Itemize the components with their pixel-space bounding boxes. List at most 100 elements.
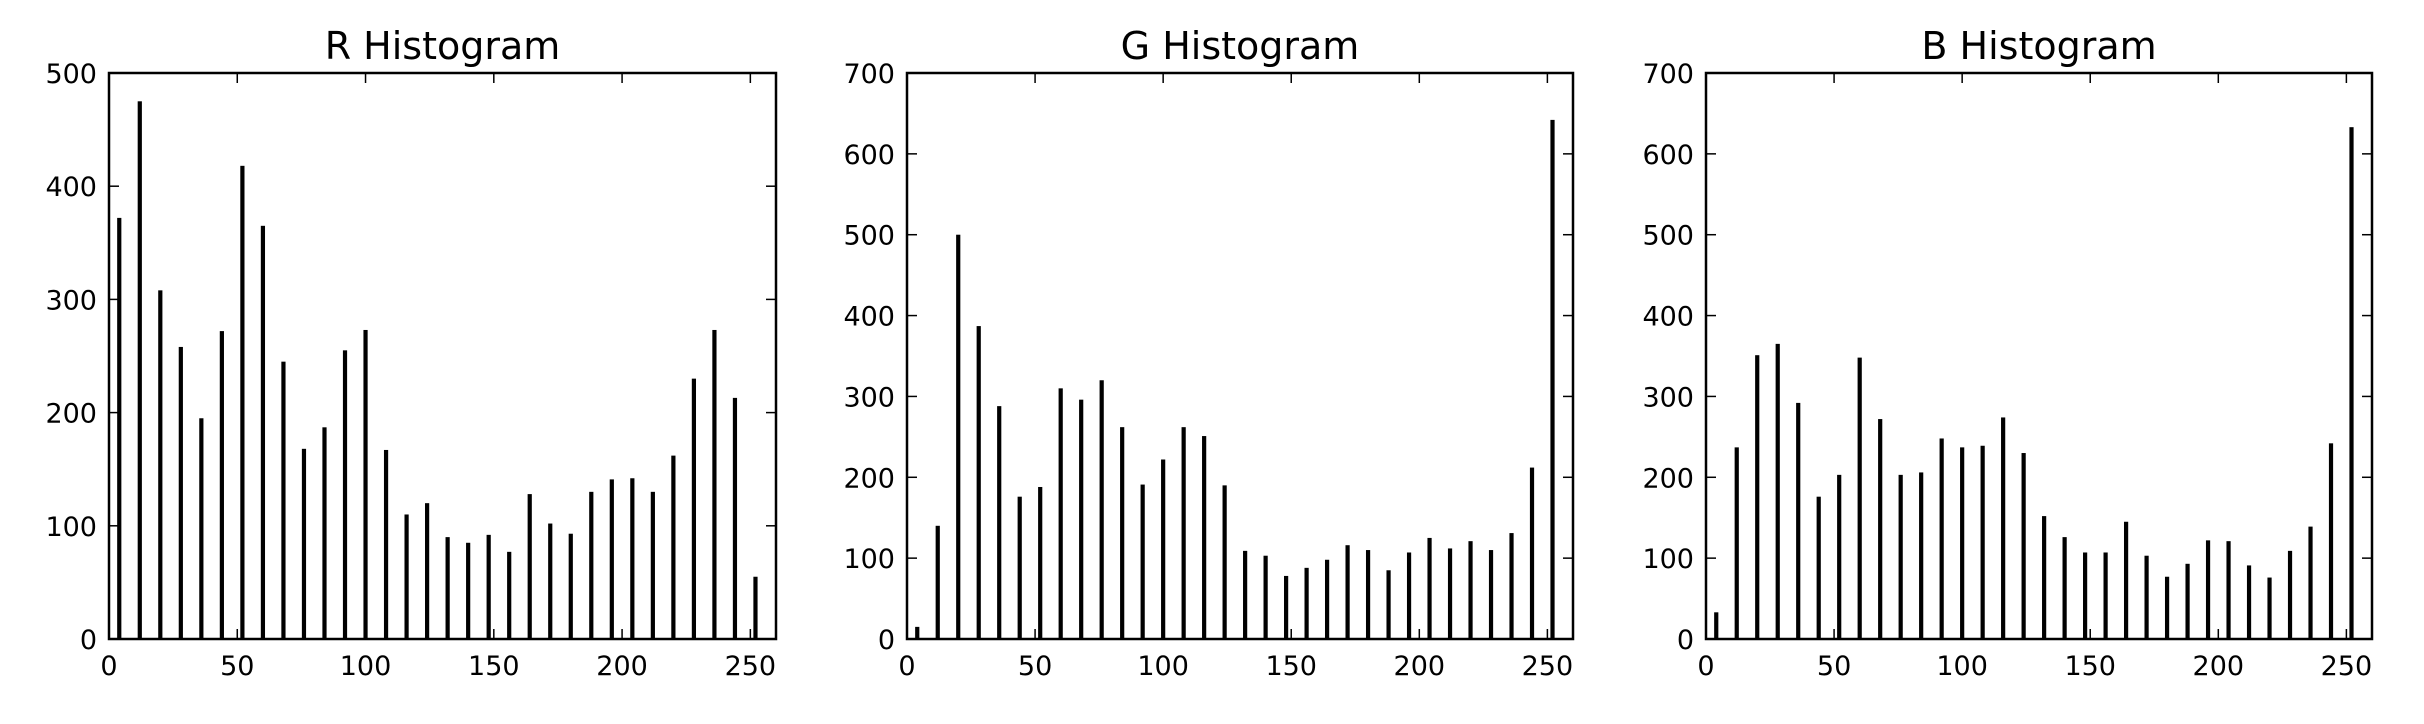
histogram-bar: [445, 537, 450, 639]
histogram-bar: [137, 101, 142, 640]
histogram-bar: [671, 455, 676, 639]
histogram-bar: [1857, 357, 1862, 639]
histogram-bar: [2144, 555, 2149, 639]
histogram-bar: [1960, 447, 1965, 639]
x-tick-label: 100: [1936, 651, 1988, 682]
histogram-bar: [630, 478, 635, 639]
x-tick-label: 200: [2193, 651, 2245, 682]
histogram-bar: [1263, 555, 1268, 639]
histogram-bar: [1898, 474, 1903, 639]
histogram-bar: [363, 329, 368, 639]
histogram-bar: [1038, 486, 1043, 639]
histogram-bar: [1386, 570, 1391, 639]
histogram-bar: [2164, 576, 2170, 639]
histogram-bar: [1980, 445, 1985, 639]
y-tick-label: 0: [80, 625, 97, 656]
x-tick-label: 0: [898, 651, 915, 682]
histogram-bar: [2349, 127, 2354, 639]
histogram-bar: [199, 418, 204, 639]
histogram-bar: [2246, 565, 2252, 639]
histogram-bar: [568, 533, 573, 639]
histogram-bar: [301, 448, 307, 639]
histogram-bar: [1529, 467, 1535, 639]
histogram-bar: [1796, 402, 1801, 639]
histogram-bar: [1345, 545, 1350, 639]
y-tick-label: 200: [843, 463, 895, 494]
histogram-panel-2: B Histogram 0 50 100 150 200 250 0 100 200 300 400 5…: [1642, 24, 2374, 682]
histogram-bar: [548, 523, 553, 639]
y-tick-label: 600: [1642, 140, 1694, 171]
x-tick-label: 250: [2321, 651, 2373, 682]
histogram-bar: [158, 290, 163, 639]
histogram-bar: [650, 491, 655, 639]
histogram-bar: [1919, 472, 1924, 639]
x-tick-label: 50: [220, 651, 254, 682]
histogram-bar: [507, 551, 512, 639]
histogram-bar: [1755, 355, 1760, 639]
y-tick-label: 200: [1642, 463, 1694, 494]
y-tick-label: 300: [45, 285, 97, 316]
histogram-bar: [2021, 453, 2026, 639]
histogram-bar: [935, 525, 940, 639]
y-tick-label: 700: [843, 59, 895, 90]
histogram-bar: [1222, 485, 1227, 639]
histogram-bar: [1427, 537, 1432, 639]
histogram-bar: [915, 626, 920, 639]
histogram-bar: [404, 514, 409, 639]
histogram-bar: [1120, 427, 1125, 639]
histogram-bar: [425, 503, 430, 639]
histogram-bar: [466, 542, 471, 639]
histogram-bar: [976, 326, 981, 639]
y-tick-label: 100: [1642, 544, 1694, 575]
y-tick-label: 200: [45, 399, 97, 430]
x-tick-label: 50: [1817, 651, 1851, 682]
histogram-bar: [1243, 550, 1248, 639]
histogram-bar: [2042, 516, 2047, 639]
y-tick-label: 500: [843, 221, 895, 252]
histogram-bar: [1734, 447, 1739, 639]
histogram-bar: [1304, 567, 1309, 639]
histogram-bar: [609, 479, 614, 639]
histogram-bar: [1406, 552, 1412, 639]
y-tick-label: 300: [843, 382, 895, 413]
histogram-bar: [1099, 380, 1104, 639]
histogram-bar: [260, 225, 266, 639]
y-tick-label: 100: [843, 544, 895, 575]
histogram-bar: [2083, 552, 2088, 639]
histogram-bar: [1550, 119, 1555, 639]
histogram-bar: [2205, 540, 2211, 639]
histogram-bar: [732, 397, 738, 639]
histogram-bar: [2062, 537, 2067, 639]
histogram-bar: [1017, 496, 1022, 639]
histogram-bar: [1202, 436, 1207, 639]
histogram-panel-0: R Histogram 0 50 100 150 200 250 0 100 200 300 400 5…: [45, 24, 778, 682]
chart-title: B Histogram: [1921, 24, 2156, 68]
histogram-bar: [2308, 526, 2313, 639]
histogram-bar: [1509, 533, 1514, 639]
y-tick-label: 700: [1642, 59, 1694, 90]
x-tick-label: 250: [725, 651, 777, 682]
chart-title: R Histogram: [325, 24, 561, 68]
histogram-bar: [691, 378, 697, 639]
histogram-bar: [1939, 438, 1944, 639]
x-tick-label: 200: [1394, 651, 1446, 682]
histogram-bar: [1878, 419, 1883, 639]
histogram-bar: [956, 234, 961, 639]
histogram-bar: [281, 361, 286, 639]
histogram-bar: [219, 331, 224, 639]
histogram-bar: [2103, 552, 2108, 639]
histogram-bar: [1079, 399, 1084, 639]
histogram-bar: [1468, 541, 1473, 639]
histogram-bar: [1140, 484, 1145, 639]
histogram-bar: [997, 406, 1002, 639]
y-tick-label: 400: [45, 172, 97, 203]
histogram-bar: [1161, 459, 1166, 639]
histogram-bar: [342, 350, 348, 639]
y-tick-label: 100: [45, 512, 97, 543]
histogram-bar: [1284, 575, 1289, 639]
y-tick-label: 400: [1642, 302, 1694, 333]
x-tick-label: 150: [468, 651, 520, 682]
histogram-bar: [2226, 541, 2231, 639]
y-tick-label: 500: [45, 59, 97, 90]
